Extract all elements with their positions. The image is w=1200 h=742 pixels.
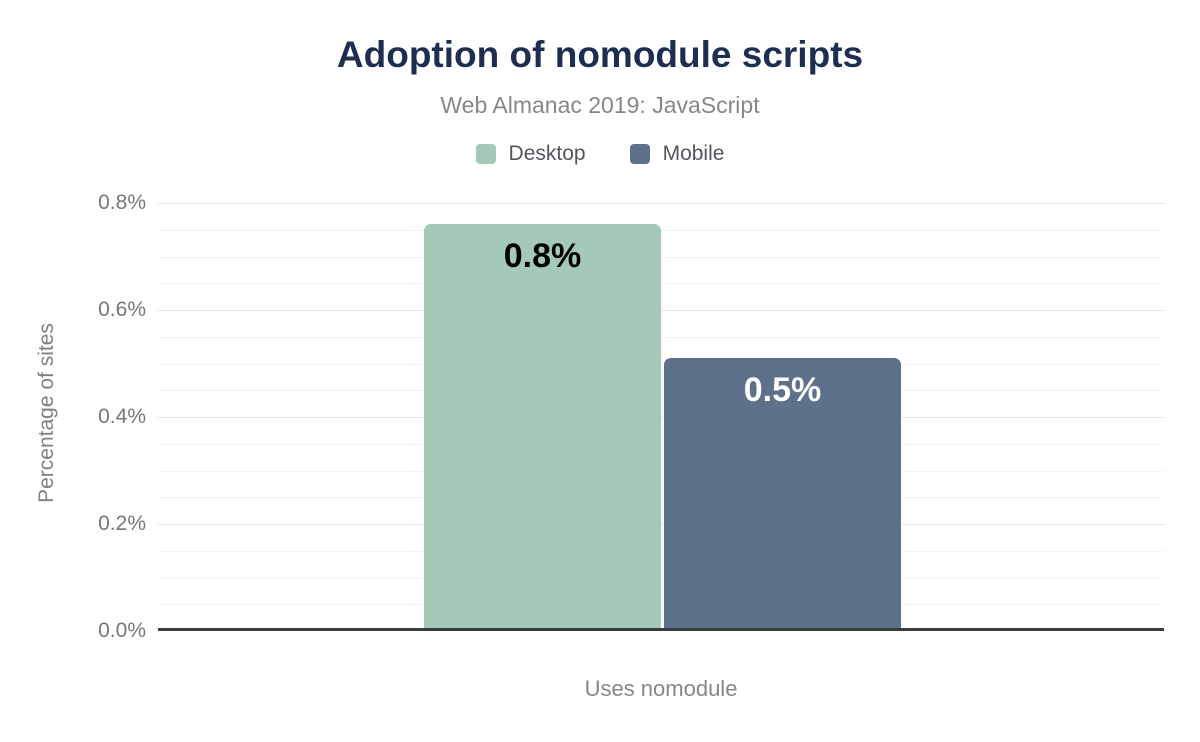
y-tick-label: 0.4% (98, 405, 146, 428)
gridline-minor (158, 604, 1164, 606)
desktop-legend-swatch-icon (475, 144, 496, 164)
bar-value-label: 0.8% (503, 237, 582, 275)
gridline-minor (158, 443, 1164, 445)
gridline-minor (158, 497, 1164, 499)
y-tick-label: 0.6% (98, 298, 146, 321)
chart-title: Adoption of nomodule scripts (336, 34, 864, 75)
bar-mobile: 0.5% (664, 358, 901, 631)
bar-desktop: 0.8% (424, 224, 661, 631)
chart-subtitle: Web Almanac 2019: JavaScript (440, 92, 760, 118)
gridline-major (158, 524, 1164, 525)
gridline-minor (158, 363, 1164, 365)
y-axis-title: Percentage of sites (35, 323, 58, 503)
legend-item-desktop: Desktop (475, 142, 586, 166)
y-tick-label: 0.8% (98, 191, 146, 214)
gridline-major (158, 310, 1164, 311)
x-axis-title: Uses nomodule (584, 676, 738, 701)
gridline-minor (158, 283, 1164, 285)
legend-label-desktop: Desktop (508, 142, 586, 165)
bar-value-label: 0.5% (743, 371, 822, 409)
gridline-minor (158, 336, 1164, 338)
gridline-major (158, 203, 1164, 204)
gridline-minor (158, 470, 1164, 472)
gridline-major (158, 417, 1164, 418)
gridline-minor (158, 550, 1164, 552)
plot-area: 0.0% 0.2% 0.4% 0.6% 0.8% 0.8% 0.5% (98, 170, 1164, 642)
y-tick-label: 0.2% (98, 512, 146, 535)
gridline-minor (158, 256, 1164, 258)
legend-item-mobile: Mobile (629, 142, 725, 166)
x-axis-line (158, 628, 1164, 631)
mobile-legend-swatch-icon (629, 144, 650, 164)
gridline-minor (158, 390, 1164, 392)
legend-label-mobile: Mobile (662, 142, 725, 165)
y-tick-label: 0.0% (98, 619, 146, 642)
gridline-minor (158, 229, 1164, 231)
legend: Desktop Mobile (0, 142, 1200, 166)
gridline-minor (158, 577, 1164, 579)
